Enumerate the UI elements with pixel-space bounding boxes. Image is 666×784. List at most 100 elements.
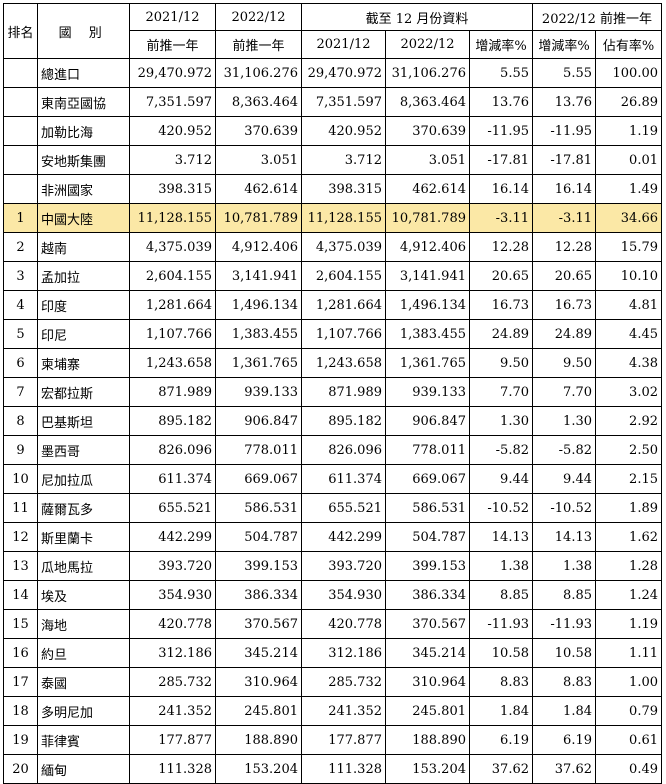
change-rate-ytd-cell: 8.85: [469, 580, 533, 610]
share-rate-cell: 1.24: [595, 580, 662, 610]
change-rate-rolling-cell: -17.81: [532, 145, 596, 175]
country-name-cell: 宏都拉斯: [37, 377, 130, 407]
share-rate-cell: 2.92: [595, 406, 662, 436]
table-row: 13 瓜地馬拉 393.720 399.153 393.720 399.153 1.38 1.…: [3, 551, 662, 581]
value-2021-rolling-cell: 111.328: [129, 754, 216, 784]
value-2021-rolling-cell: 354.930: [129, 580, 216, 610]
change-rate-rolling-cell: 5.55: [532, 58, 596, 88]
value-2021-ytd-cell: 3.712: [301, 145, 386, 175]
value-2022-rolling-cell: 906.847: [215, 406, 302, 436]
value-2021-rolling-cell: 3.712: [129, 145, 216, 175]
value-2022-rolling-cell: 310.964: [215, 667, 302, 697]
value-2022-rolling-cell: 10,781.789: [215, 203, 302, 233]
change-rate-ytd-cell: -5.82: [469, 435, 533, 465]
country-name-cell: 非洲國家: [37, 174, 130, 204]
value-2022-rolling-cell: 586.531: [215, 493, 302, 523]
change-rate-rolling-cell: 24.89: [532, 319, 596, 349]
header-rank: 排名: [3, 3, 38, 59]
table-row: 18 多明尼加 241.352 245.801 241.352 245.801 1.84 1.…: [3, 696, 662, 726]
share-rate-cell: 2.50: [595, 435, 662, 465]
change-rate-ytd-cell: 9.44: [469, 464, 533, 494]
import-statistics-table: 排名 國 別 2021/12 2022/12 截至 12 月份資料 2022/1…: [3, 3, 662, 784]
value-2022-ytd-cell: 188.890: [385, 725, 470, 755]
value-2022-rolling-cell: 669.067: [215, 464, 302, 494]
change-rate-ytd-cell: 16.73: [469, 290, 533, 320]
value-2022-ytd-cell: 778.011: [385, 435, 470, 465]
rank-cell: 13: [3, 551, 38, 581]
share-rate-cell: 0.79: [595, 696, 662, 726]
value-2022-ytd-cell: 939.133: [385, 377, 470, 407]
header-2021-year: 2021/12: [129, 3, 216, 31]
value-2022-rolling-cell: 386.334: [215, 580, 302, 610]
country-name-cell: 墨西哥: [37, 435, 130, 465]
country-name-cell: 孟加拉: [37, 261, 130, 291]
table-row: 非洲國家 398.315 462.614 398.315 462.614 16.14 16.…: [3, 174, 662, 204]
header-2022-year: 2022/12: [215, 3, 302, 31]
rank-cell: 6: [3, 348, 38, 378]
header-group-change: 增減率%: [469, 30, 533, 59]
value-2021-rolling-cell: 1,107.766: [129, 319, 216, 349]
country-name-cell: 薩爾瓦多: [37, 493, 130, 523]
country-name-cell: 加勒比海: [37, 116, 130, 146]
value-2021-ytd-cell: 611.374: [301, 464, 386, 494]
change-rate-ytd-cell: 20.65: [469, 261, 533, 291]
table-row: 7 宏都拉斯 871.989 939.133 871.989 939.133 7.70 7.7…: [3, 377, 662, 407]
change-rate-ytd-cell: 14.13: [469, 522, 533, 552]
header-group-2021: 2021/12: [301, 30, 386, 59]
country-name-cell: 瓜地馬拉: [37, 551, 130, 581]
value-2021-ytd-cell: 398.315: [301, 174, 386, 204]
rank-cell: 4: [3, 290, 38, 320]
table-row: 17 泰國 285.732 310.964 285.732 310.964 8.83 8.83…: [3, 667, 662, 697]
value-2022-ytd-cell: 1,383.455: [385, 319, 470, 349]
value-2022-rolling-cell: 939.133: [215, 377, 302, 407]
value-2021-ytd-cell: 2,604.155: [301, 261, 386, 291]
value-2021-rolling-cell: 655.521: [129, 493, 216, 523]
value-2021-rolling-cell: 285.732: [129, 667, 216, 697]
rank-cell: [3, 58, 38, 88]
value-2022-ytd-cell: 504.787: [385, 522, 470, 552]
share-rate-cell: 1.49: [595, 174, 662, 204]
rank-cell: 9: [3, 435, 38, 465]
value-2021-rolling-cell: 1,281.664: [129, 290, 216, 320]
value-2022-rolling-cell: 1,496.134: [215, 290, 302, 320]
share-rate-cell: 1.89: [595, 493, 662, 523]
value-2022-rolling-cell: 370.567: [215, 609, 302, 639]
change-rate-rolling-cell: 1.30: [532, 406, 596, 436]
change-rate-ytd-cell: 37.62: [469, 754, 533, 784]
value-2022-ytd-cell: 345.214: [385, 638, 470, 668]
share-rate-cell: 3.02: [595, 377, 662, 407]
table-row: 11 薩爾瓦多 655.521 586.531 655.521 586.531 -10.52…: [3, 493, 662, 523]
country-name-cell: 總進口: [37, 58, 130, 88]
rank-cell: 8: [3, 406, 38, 436]
value-2021-rolling-cell: 420.952: [129, 116, 216, 146]
change-rate-rolling-cell: 12.28: [532, 232, 596, 262]
country-name-cell: 泰國: [37, 667, 130, 697]
change-rate-ytd-cell: 6.19: [469, 725, 533, 755]
country-name-cell: 緬甸: [37, 754, 130, 784]
value-2021-rolling-cell: 312.186: [129, 638, 216, 668]
table-row: 4 印度 1,281.664 1,496.134 1,281.664 1,496.134 1…: [3, 290, 662, 320]
rank-cell: 12: [3, 522, 38, 552]
value-2021-rolling-cell: 393.720: [129, 551, 216, 581]
change-rate-rolling-cell: -3.11: [532, 203, 596, 233]
value-2022-rolling-cell: 778.011: [215, 435, 302, 465]
country-name-cell: 尼加拉瓜: [37, 464, 130, 494]
header-group-title: 截至 12 月份資料: [301, 3, 533, 31]
value-2022-ytd-cell: 4,912.406: [385, 232, 470, 262]
value-2021-rolling-cell: 4,375.039: [129, 232, 216, 262]
change-rate-rolling-cell: -5.82: [532, 435, 596, 465]
value-2021-ytd-cell: 241.352: [301, 696, 386, 726]
rank-cell: 16: [3, 638, 38, 668]
country-name-cell: 約旦: [37, 638, 130, 668]
value-2021-rolling-cell: 7,351.597: [129, 87, 216, 117]
value-2021-rolling-cell: 11,128.155: [129, 203, 216, 233]
value-2021-ytd-cell: 285.732: [301, 667, 386, 697]
change-rate-rolling-cell: 37.62: [532, 754, 596, 784]
table-row: 5 印尼 1,107.766 1,383.455 1,107.766 1,383.455 2…: [3, 319, 662, 349]
share-rate-cell: 34.66: [595, 203, 662, 233]
value-2022-ytd-cell: 586.531: [385, 493, 470, 523]
change-rate-rolling-cell: 20.65: [532, 261, 596, 291]
value-2021-rolling-cell: 871.989: [129, 377, 216, 407]
header-row-top: 排名 國 別 2021/12 2022/12 截至 12 月份資料 2022/1…: [3, 3, 662, 59]
value-2021-rolling-cell: 398.315: [129, 174, 216, 204]
